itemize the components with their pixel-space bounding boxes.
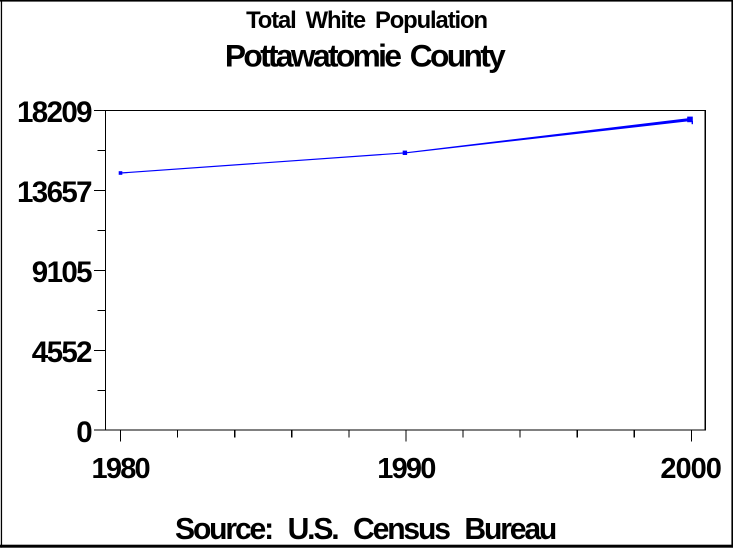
svg-text:0: 0 — [76, 416, 92, 449]
svg-text:18209: 18209 — [17, 96, 92, 129]
svg-text:4552: 4552 — [32, 336, 92, 369]
svg-text:13657: 13657 — [17, 176, 92, 209]
svg-text:1980: 1980 — [92, 453, 150, 485]
svg-text:Source: U.S. Census Bureau: Source: U.S. Census Bureau — [175, 513, 556, 546]
svg-text:Total White Population: Total White Population — [246, 7, 487, 34]
svg-text:2000: 2000 — [660, 453, 721, 485]
svg-text:Pottawatomie County: Pottawatomie County — [225, 38, 506, 74]
svg-text:1990: 1990 — [377, 453, 435, 485]
svg-text:9105: 9105 — [32, 256, 92, 289]
